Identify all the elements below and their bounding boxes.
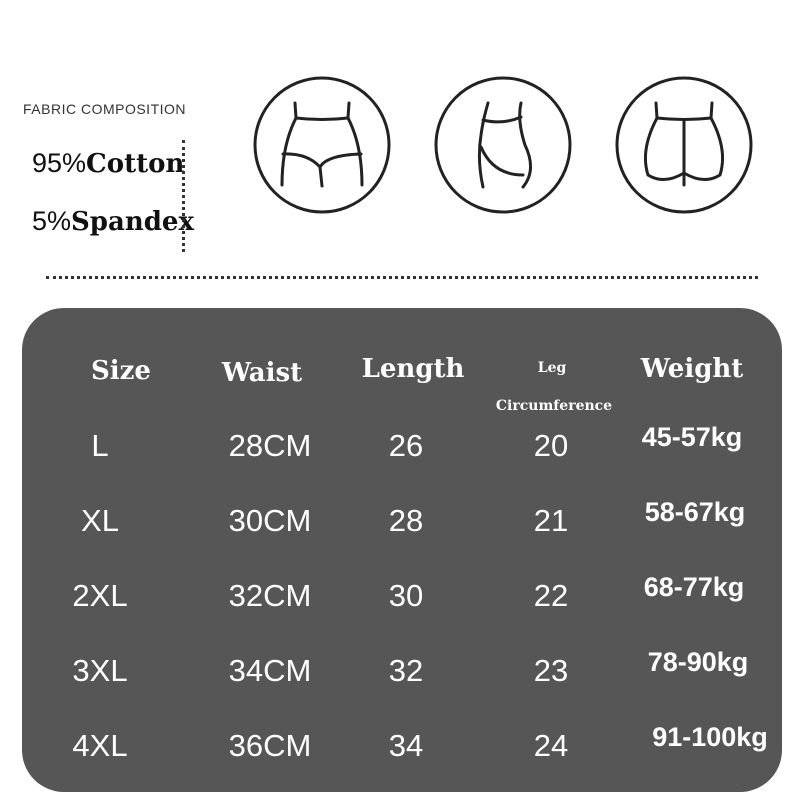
cell-length: 28 bbox=[388, 503, 424, 538]
cell-waist: 30CM bbox=[228, 503, 312, 538]
spandex-percent: 5% bbox=[32, 206, 72, 236]
cell-length: 32 bbox=[388, 653, 424, 688]
cell-leg: 22 bbox=[533, 578, 569, 613]
vertical-divider bbox=[182, 140, 185, 252]
cell-length: 34 bbox=[388, 728, 424, 763]
cell-size: XL bbox=[81, 503, 119, 538]
header-weight: Weight bbox=[640, 354, 744, 384]
cell-length: 30 bbox=[388, 578, 424, 613]
header-leg: Leg bbox=[537, 360, 567, 376]
composition-cotton: 95%Cotton bbox=[32, 148, 184, 179]
cotton-percent: 95% bbox=[32, 148, 87, 178]
cell-leg: 23 bbox=[533, 653, 569, 688]
cell-leg: 24 bbox=[533, 728, 569, 763]
fabric-composition-title: FABRIC COMPOSITION bbox=[23, 101, 187, 117]
cell-leg: 21 bbox=[533, 503, 569, 538]
cell-weight: 58-67kg bbox=[644, 497, 746, 527]
header-length: Length bbox=[361, 354, 465, 384]
cell-size: L bbox=[91, 428, 109, 463]
spandex-label: Spandex bbox=[71, 207, 194, 237]
header-circumference: Circumference bbox=[495, 398, 613, 414]
horizontal-divider bbox=[46, 276, 758, 279]
cell-length: 26 bbox=[388, 428, 424, 463]
cell-waist: 32CM bbox=[228, 578, 312, 613]
cell-waist: 34CM bbox=[228, 653, 312, 688]
cell-weight: 78-90kg bbox=[647, 647, 749, 677]
cell-waist: 28CM bbox=[228, 428, 312, 463]
composition-spandex: 5%Spandex bbox=[32, 206, 194, 237]
cell-size: 3XL bbox=[72, 653, 128, 688]
header-size: Size bbox=[91, 356, 151, 386]
cell-weight: 91-100kg bbox=[652, 722, 768, 752]
thong-front-icon bbox=[253, 76, 391, 214]
cell-size: 4XL bbox=[72, 728, 128, 763]
cell-size: 2XL bbox=[72, 578, 128, 613]
thong-back-icon bbox=[615, 76, 753, 214]
thong-side-icon bbox=[434, 76, 572, 214]
cell-weight: 45-57kg bbox=[641, 422, 743, 452]
size-table: Size Waist Length Leg Circumference Weig… bbox=[22, 308, 782, 792]
cell-leg: 20 bbox=[533, 428, 569, 463]
header-waist: Waist bbox=[221, 358, 303, 388]
cell-weight: 68-77kg bbox=[643, 572, 745, 602]
cell-waist: 36CM bbox=[228, 728, 312, 763]
cotton-label: Cotton bbox=[86, 149, 185, 179]
